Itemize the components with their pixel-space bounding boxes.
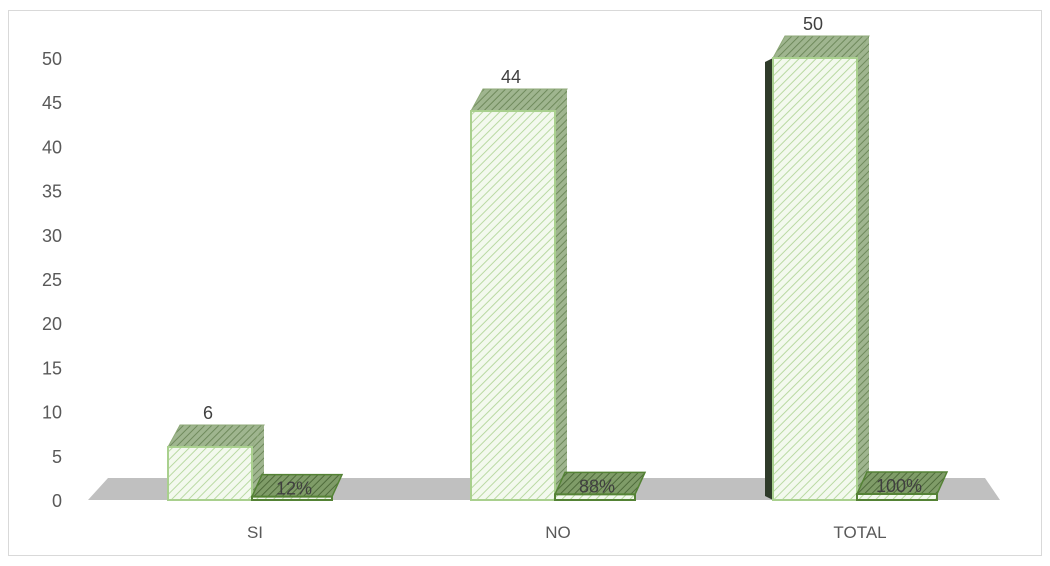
y-tick-label: 20 [42,314,62,334]
x-category-label: TOTAL [833,523,886,542]
bar-side [857,36,869,500]
y-tick-label: 0 [52,491,62,511]
bar-front [251,495,333,502]
data-label: 88% [579,476,615,496]
y-tick-label: 50 [42,49,62,69]
data-label: 6 [203,403,213,423]
y-tick-label: 10 [42,403,62,423]
y-tick-label: 40 [42,137,62,157]
bar-front [554,493,636,501]
bar [470,88,568,501]
y-tick-label: 45 [42,93,62,113]
y-tick-label: 30 [42,226,62,246]
bar [250,473,344,502]
chart-frame [8,10,1042,556]
bar-front [470,110,556,501]
bar-edge [765,58,773,500]
bar [765,35,870,501]
bar-top [470,88,568,112]
y-tick-label: 35 [42,182,62,202]
bar [855,471,949,501]
bar-side [555,89,567,500]
bar-front [167,445,253,501]
bar [167,424,265,501]
data-label: 50 [803,14,823,34]
data-label: 44 [501,67,521,87]
y-tick-label: 5 [52,447,62,467]
x-category-label: SI [247,523,263,542]
bar-front [772,57,858,501]
y-tick-label: 15 [42,358,62,378]
bar-front [856,493,938,501]
y-tick-label: 25 [42,270,62,290]
bar-top [167,424,265,448]
data-label: 12% [276,479,312,499]
x-category-label: NO [545,523,571,542]
bar [553,471,647,501]
bar-top [772,35,870,59]
data-label: 100% [876,476,922,496]
